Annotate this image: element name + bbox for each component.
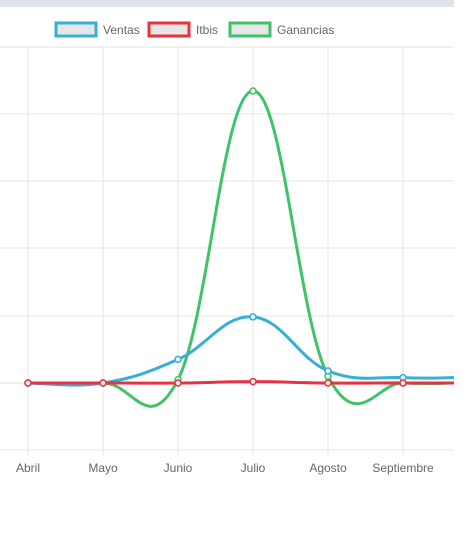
legend-item-ventas[interactable]: Ventas: [54, 21, 140, 38]
x-tick-label: Septiembre: [372, 461, 434, 475]
x-tick-label: Julio: [241, 461, 266, 475]
series-line-itbis: [28, 380, 454, 385]
data-point-ventas[interactable]: [324, 367, 332, 375]
data-point-itbis[interactable]: [174, 379, 182, 387]
data-point-ventas[interactable]: [174, 355, 182, 364]
data-point-itbis[interactable]: [99, 379, 107, 387]
x-tick-label: Agosto: [309, 461, 347, 475]
x-tick-label: Abril: [16, 461, 40, 475]
grid-lines: [0, 46, 454, 456]
legend-swatch: [54, 21, 98, 38]
data-point-itbis[interactable]: [249, 377, 257, 386]
legend-swatch: [228, 21, 272, 38]
series-line-ganancias: [27, 89, 455, 408]
right-panel-edge: [454, 0, 469, 544]
data-point-itbis[interactable]: [24, 379, 32, 387]
series-itbis: [24, 377, 454, 387]
x-axis-labels: Abril Mayo Junio Julio Agosto Septiembre: [16, 461, 434, 475]
data-point-itbis[interactable]: [399, 379, 407, 387]
data-point-ventas[interactable]: [249, 313, 257, 321]
legend-item-ganancias[interactable]: Ganancias: [228, 21, 334, 38]
legend-label: Itbis: [196, 23, 218, 37]
series-ganancias: [24, 87, 455, 408]
series-lines: [24, 87, 455, 408]
legend-label: Ganancias: [277, 23, 334, 37]
x-tick-label: Mayo: [88, 461, 118, 475]
legend-label: Ventas: [103, 23, 140, 37]
series-line-ventas: [27, 315, 455, 387]
x-tick-label: Junio: [164, 461, 193, 475]
data-point-ganancias[interactable]: [249, 87, 257, 95]
data-point-itbis[interactable]: [324, 379, 332, 387]
series-ventas: [24, 313, 455, 387]
legend-swatch: [147, 21, 191, 38]
top-border-strip: [0, 0, 454, 7]
legend-item-itbis[interactable]: Itbis: [147, 21, 218, 38]
legend[interactable]: Ventas Itbis Ganancias: [54, 21, 334, 38]
